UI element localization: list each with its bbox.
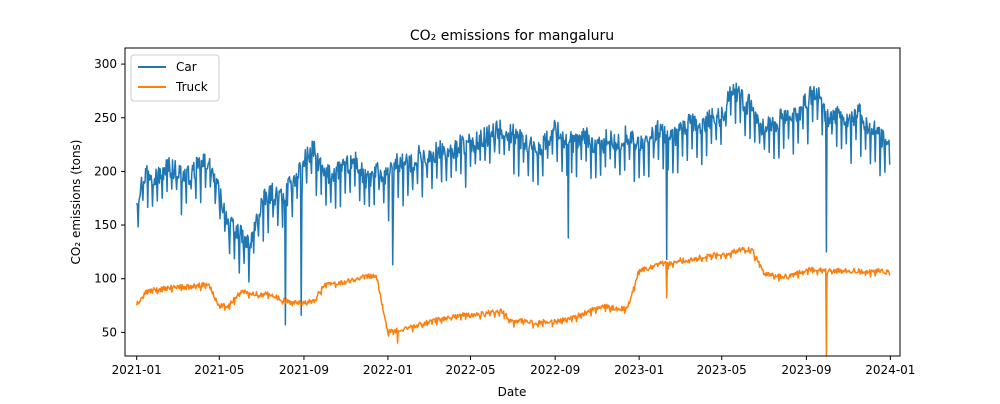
series-line-car bbox=[135, 82, 891, 326]
y-tick-label: 50 bbox=[102, 325, 117, 339]
x-tick-label: 2021-01 bbox=[112, 363, 162, 377]
x-tick-label: 2024-01 bbox=[865, 363, 915, 377]
y-tick-label: 100 bbox=[94, 272, 117, 286]
x-tick-label: 2022-09 bbox=[530, 363, 580, 377]
x-tick-label: 2021-05 bbox=[194, 363, 244, 377]
legend: Car Truck bbox=[130, 54, 220, 102]
x-tick-label: 2021-09 bbox=[279, 363, 329, 377]
y-tick-label: 150 bbox=[94, 218, 117, 232]
x-tick-label: 2022-05 bbox=[445, 363, 495, 377]
legend-label-car: Car bbox=[176, 60, 197, 74]
legend-label-truck: Truck bbox=[175, 80, 208, 94]
x-tick-label: 2022-01 bbox=[363, 363, 413, 377]
plot-frame bbox=[124, 47, 901, 357]
series-layer bbox=[135, 82, 891, 357]
legend-box bbox=[130, 54, 220, 102]
x-tick-label: 2023-01 bbox=[614, 363, 664, 377]
ticks-layer: 2021-01 2021-05 2021-09 2022-01 2022-05 2022-… bbox=[94, 57, 915, 377]
chart-title: CO₂ emissions for mangaluru bbox=[410, 28, 614, 44]
series-line-truck bbox=[135, 246, 891, 357]
y-tick-label: 200 bbox=[94, 164, 117, 178]
x-axis-label: Date bbox=[498, 385, 527, 399]
x-tick-label: 2023-09 bbox=[781, 363, 831, 377]
x-tick-label: 2023-05 bbox=[697, 363, 747, 377]
y-tick-label: 300 bbox=[94, 57, 117, 71]
y-axis-label: CO₂ emissions (tons) bbox=[69, 140, 83, 265]
y-tick-label: 250 bbox=[94, 111, 117, 125]
